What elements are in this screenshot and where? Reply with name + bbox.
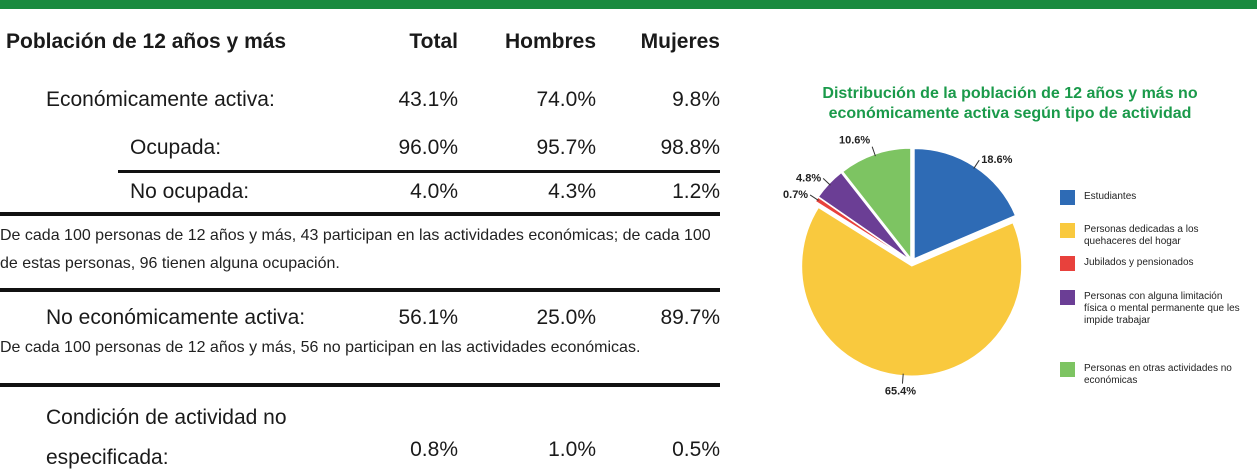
legend-label: Personas en otras actividades no económi… [1084, 363, 1232, 386]
cell: 9.8% [672, 88, 720, 111]
cell: 4.0% [410, 180, 458, 203]
legend-label: Jubilados y pensionados [1084, 257, 1194, 268]
row-label: Ocupada: [130, 136, 222, 159]
leader-line [871, 146, 876, 157]
leader-line [822, 178, 831, 186]
top-bar [0, 0, 1257, 9]
pie-chart: 18.6% 65.4% 0.7% 4.8% 10.6% [783, 135, 1023, 398]
cell: 95.7% [536, 136, 596, 159]
row-label: No económicamente activa: [46, 306, 306, 329]
cell: 0.8% [410, 438, 458, 461]
cell: 89.7% [660, 306, 720, 329]
cell: 74.0% [536, 88, 596, 111]
data-label: 0.7% [783, 189, 808, 201]
header-label: Población de 12 años y más [6, 30, 287, 53]
header-men: Hombres [504, 30, 596, 53]
leader-line [901, 373, 904, 384]
cell: 25.0% [536, 306, 596, 329]
leader-line [809, 194, 819, 201]
header-total: Total [409, 30, 458, 53]
data-label: 18.6% [981, 154, 1012, 166]
rule [0, 212, 720, 216]
header-women: Mujeres [640, 30, 720, 53]
legend-label: Estudiantes [1084, 191, 1137, 202]
rule [0, 383, 720, 387]
cell: 96.0% [398, 136, 458, 159]
legend-label: Personas con alguna limitación física o … [1084, 291, 1240, 326]
cell: 56.1% [398, 306, 458, 329]
cell: 43.1% [398, 88, 458, 111]
row-label: No ocupada: [130, 180, 250, 203]
legend-swatch [1060, 362, 1075, 377]
cell: 0.5% [672, 438, 720, 461]
cell: 4.3% [548, 180, 596, 203]
chart-title: Distribución de la población de 12 años … [822, 85, 1198, 122]
cell: 1.2% [672, 180, 720, 203]
legend-swatch [1060, 223, 1075, 238]
legend-swatch [1060, 190, 1075, 205]
cell: 98.8% [660, 136, 720, 159]
data-label: 65.4% [885, 386, 916, 398]
rule [0, 288, 720, 292]
leader-line [973, 159, 980, 169]
pie-slice [801, 206, 1023, 377]
rule [118, 170, 720, 173]
legend-label: Personas dedicadas a los quehaceres del … [1084, 224, 1199, 247]
row-label: Condición de actividad no especificada: [46, 406, 287, 469]
data-label: 10.6% [839, 135, 870, 147]
cell: 1.0% [548, 438, 596, 461]
data-label: 4.8% [796, 172, 821, 184]
row-label: Económicamente activa: [46, 88, 275, 111]
legend-swatch [1060, 256, 1075, 271]
note: De cada 100 personas de 12 años y más, 5… [0, 339, 641, 356]
legend-swatch [1060, 290, 1075, 305]
note: De cada 100 personas de 12 años y más, 4… [0, 227, 711, 272]
